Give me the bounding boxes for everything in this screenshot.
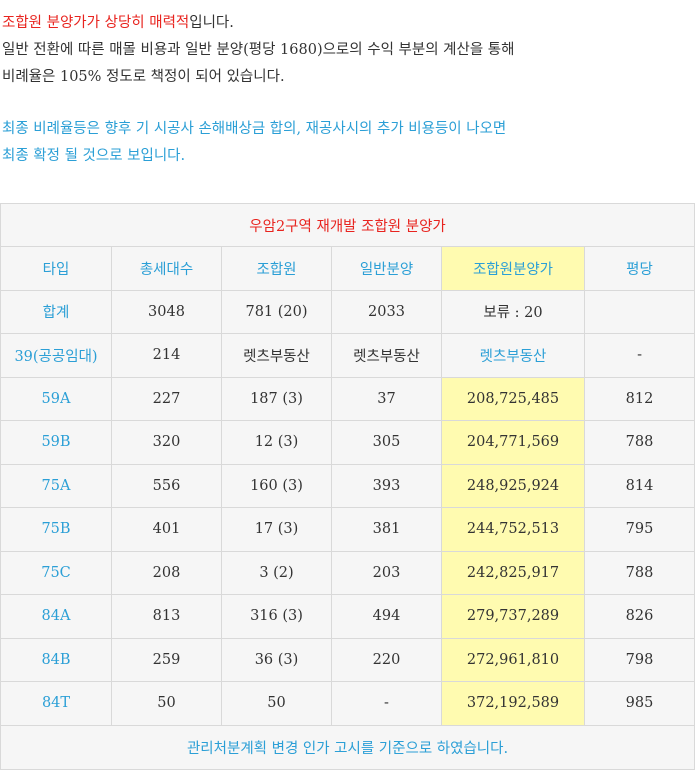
cell-total-units: 813: [111, 594, 222, 639]
cell-type: 39(공공임대): [0, 333, 112, 378]
cell-type: 75C: [0, 550, 112, 595]
cell-type: 75A: [0, 463, 112, 508]
table-row: 84A 813 316 (3) 494 279,737,289 826: [0, 594, 695, 639]
cell-member-price: 272,961,810: [441, 637, 585, 682]
cell-member-price: 렛츠부동산: [441, 333, 585, 378]
cell-general-sale: 220: [331, 637, 442, 682]
table-row: 84T 50 50-372,192,589 985: [0, 681, 695, 726]
cell-general-sale: 203: [331, 550, 442, 595]
table-row: 75B 401 17 (3) 381 244,752,513 795: [0, 507, 695, 552]
cell-type: 84T: [0, 681, 112, 726]
cell-total-units: 556: [111, 463, 222, 508]
cell-per-pyeong: 795: [583, 507, 695, 552]
cell-per-pyeong: -: [583, 333, 695, 378]
intro-line2: 일반 전환에 따른 매몰 비용과 일반 분양(평당 1680)으로의 수익 부분…: [2, 42, 515, 58]
cell-total-units: 50: [111, 681, 222, 726]
cell-general-sale: 494: [331, 594, 442, 639]
cell-general-sale: 305: [331, 420, 442, 465]
table-row: 84B 259 36 (3) 220 272,961,810 798: [0, 637, 695, 682]
cell-general-sale: -: [331, 681, 442, 726]
table-row: 75A 556 160 (3) 393 248,925,924 814: [0, 463, 695, 508]
intro-highlight: 조합원 분양가가 상당히 매력적: [2, 15, 190, 31]
table-title: 우암2구역 재개발 조합원 분양가: [0, 203, 695, 247]
cell-members: 316 (3): [221, 594, 332, 639]
cell-member-price: 279,737,289: [441, 594, 585, 639]
table-row: 59A 227 187 (3) 37 208,725,485 812: [0, 376, 695, 421]
table-footer-row: 관리처분계획 변경 인가 고시를 기준으로 하였습니다.: [0, 724, 695, 770]
cell-members: 187 (3): [221, 376, 332, 421]
cell-total-units: 3048: [111, 289, 222, 334]
cell-member-price: 372,192,589: [441, 681, 585, 726]
table-header-row: 타입 총세대수 조합원 일반분양 조합원분양가 평당: [0, 246, 695, 291]
header-members: 조합원: [221, 246, 332, 291]
cell-general-sale: 381: [331, 507, 442, 552]
cell-per-pyeong: 798: [583, 637, 695, 682]
header-total-units: 총세대수: [111, 246, 222, 291]
header-member-price: 조합원분양가: [441, 246, 585, 291]
cell-type: 합계: [0, 289, 112, 334]
cell-members: 3 (2): [221, 550, 332, 595]
cell-members: 12 (3): [221, 420, 332, 465]
table-row: 75C 208 3 (2) 203 242,825,917 788: [0, 550, 695, 595]
table-row: 합계 3048 781 (20) 2033 보류 : 20: [0, 289, 695, 334]
intro-line3: 비례율은 105% 정도로 책정이 되어 있습니다.: [2, 69, 285, 85]
note-line1: 최종 비례율등은 향후 기 시공사 손해배상금 합의, 재공사시의 추가 비용등…: [2, 121, 507, 137]
cell-members: 781 (20): [221, 289, 332, 334]
note-paragraph: 최종 비례율등은 향후 기 시공사 손해배상금 합의, 재공사시의 추가 비용등…: [2, 116, 506, 170]
cell-total-units: 320: [111, 420, 222, 465]
cell-total-units: 259: [111, 637, 222, 682]
intro-paragraph: 조합원 분양가가 상당히 매력적입니다. 일반 전환에 따른 매몰 비용과 일반 …: [2, 10, 514, 91]
table-row: 39(공공임대) 214 렛츠부동산 렛츠부동산 렛츠부동산 -: [0, 333, 695, 378]
intro-line1-rest: 입니다.: [189, 15, 234, 31]
cell-members: 160 (3): [221, 463, 332, 508]
cell-total-units: 401: [111, 507, 222, 552]
cell-per-pyeong: 814: [583, 463, 695, 508]
table-footer-note: 관리처분계획 변경 인가 고시를 기준으로 하였습니다.: [0, 724, 695, 770]
cell-general-sale: 2033: [331, 289, 442, 334]
cell-total-units: 208: [111, 550, 222, 595]
cell-general-sale: 393: [331, 463, 442, 508]
cell-members: 렛츠부동산: [221, 333, 332, 378]
header-general-sale: 일반분양: [331, 246, 442, 291]
cell-per-pyeong: [583, 289, 695, 334]
header-per-pyeong: 평당: [583, 246, 695, 291]
cell-general-sale: 37: [331, 376, 442, 421]
cell-member-price: 242,825,917: [441, 550, 585, 595]
cell-type: 84B: [0, 637, 112, 682]
cell-type: 75B: [0, 507, 112, 552]
cell-per-pyeong: 826: [583, 594, 695, 639]
cell-member-price: 248,925,924: [441, 463, 585, 508]
note-line2: 최종 확정 될 것으로 보입니다.: [2, 148, 186, 164]
price-table: 우암2구역 재개발 조합원 분양가 타입 총세대수 조합원 일반분양 조합원분양…: [0, 203, 695, 770]
cell-member-price: 204,771,569: [441, 420, 585, 465]
cell-type: 84A: [0, 594, 112, 639]
cell-general-sale: 렛츠부동산: [331, 333, 442, 378]
cell-members: 17 (3): [221, 507, 332, 552]
cell-per-pyeong: 788: [583, 550, 695, 595]
cell-member-price: 208,725,485: [441, 376, 585, 421]
cell-total-units: 214: [111, 333, 222, 378]
cell-per-pyeong: 985: [583, 681, 695, 726]
cell-member-price: 244,752,513: [441, 507, 585, 552]
cell-per-pyeong: 812: [583, 376, 695, 421]
cell-member-price: 보류 : 20: [441, 289, 585, 334]
cell-total-units: 227: [111, 376, 222, 421]
cell-members: 36 (3): [221, 637, 332, 682]
cell-type: 59B: [0, 420, 112, 465]
header-type: 타입: [0, 246, 112, 291]
price-table-container: 우암2구역 재개발 조합원 분양가 타입 총세대수 조합원 일반분양 조합원분양…: [0, 203, 695, 770]
table-row: 59B 320 12 (3) 305 204,771,569 788: [0, 420, 695, 465]
cell-type: 59A: [0, 376, 112, 421]
cell-members: 50: [221, 681, 332, 726]
cell-per-pyeong: 788: [583, 420, 695, 465]
